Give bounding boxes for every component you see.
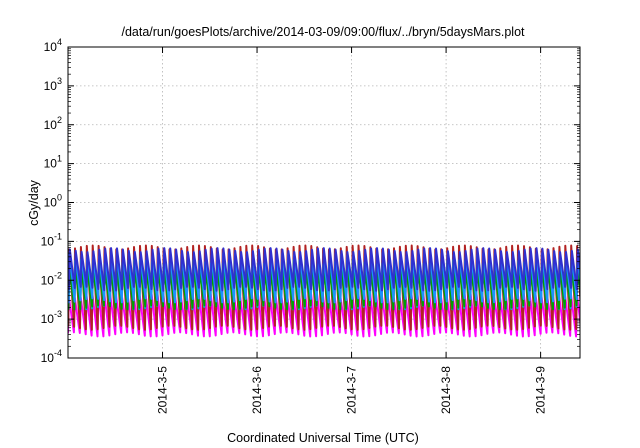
y-tick-label: 10-2 [41,270,62,287]
y-tick-label: 10-4 [41,348,62,365]
y-tick-label: 10-1 [41,231,62,248]
y-tick-label: 101 [44,154,62,171]
y-tick-label: 10-3 [41,309,62,326]
series-group [68,244,580,338]
x-tick-label: 2014-3-5 [156,366,170,414]
chart-title: /data/run/goesPlots/archive/2014-03-09/0… [121,25,525,39]
x-tick-label: 2014-3-8 [439,366,453,414]
y-tick-label: 100 [44,193,62,210]
y-tick-label: 104 [44,37,62,54]
x-axis: 2014-3-5 2014-3-6 2014-3-7 2014-3-8 2014-3-9 [156,47,548,414]
x-tick-label: 2014-3-9 [534,366,548,414]
x-tick-label: 2014-3-6 [250,366,264,414]
y-tick-label: 102 [44,115,62,132]
y-tick-label: 103 [44,76,62,93]
series-line [68,247,580,292]
y-axis-label: cGy/day [27,179,41,226]
y-axis: 104 103 102 101 100 10-1 10-2 10-3 10-4 [41,37,580,365]
x-tick-label: 2014-3-7 [345,366,359,414]
x-axis-label: Coordinated Universal Time (UTC) [227,431,419,445]
